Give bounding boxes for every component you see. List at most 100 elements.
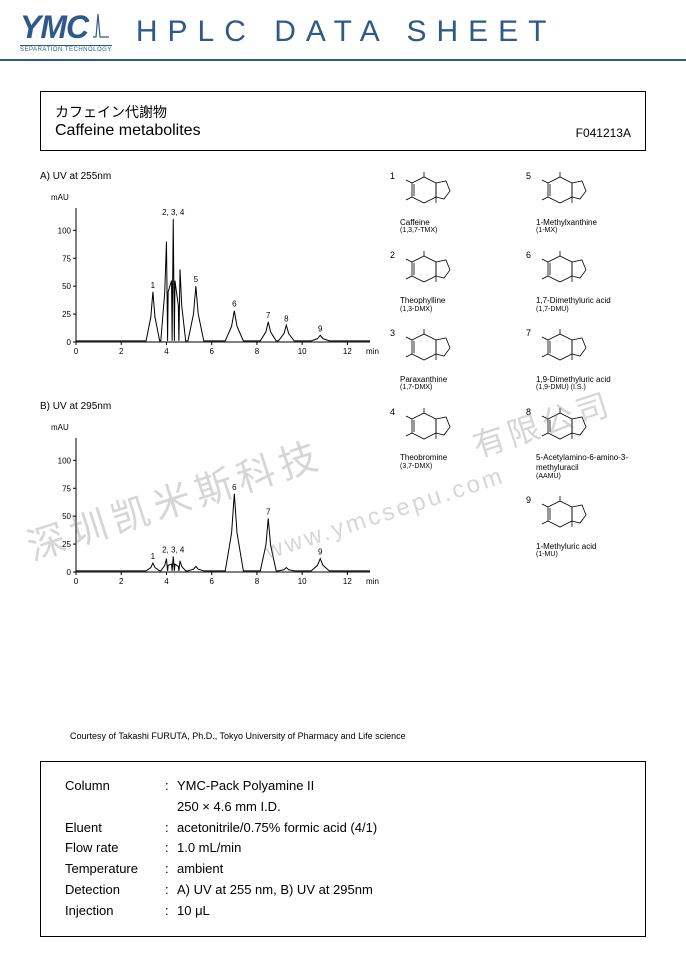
svg-text:10: 10 (298, 577, 307, 586)
condition-value: A) UV at 255 nm, B) UV at 295nm (177, 880, 621, 901)
compound-number: 9 (526, 495, 531, 506)
compound-number: 1 (390, 171, 395, 182)
condition-label: Detection (65, 880, 165, 901)
svg-text:4: 4 (164, 347, 169, 356)
compound-1: 1 Caffeine (1,3,7-TMX) (400, 171, 524, 236)
svg-text:8: 8 (284, 314, 289, 323)
compound-sub: (1,7-DMX) (400, 384, 524, 392)
condition-colon: : (165, 901, 177, 922)
svg-text:0: 0 (74, 347, 79, 356)
compound-number: 5 (526, 171, 531, 182)
svg-text:min: min (366, 577, 379, 586)
svg-text:2, 3, 4: 2, 3, 4 (162, 208, 185, 217)
compound-2: 2 Theophylline (1,3-DMX) (400, 250, 524, 315)
svg-text:6: 6 (232, 300, 237, 309)
compound-sub: (1,7-DMU) (536, 306, 660, 314)
svg-text:9: 9 (318, 324, 323, 333)
svg-text:6: 6 (209, 347, 214, 356)
condition-row: Detection : A) UV at 255 nm, B) UV at 29… (65, 880, 621, 901)
chart-b-label: B) UV at 295nm (40, 401, 380, 412)
condition-colon (165, 797, 177, 818)
compound-name: 1,9-Dimethyluric acid (536, 375, 660, 385)
svg-text:8: 8 (255, 347, 260, 356)
condition-colon: : (165, 776, 177, 797)
svg-text:mAU: mAU (51, 423, 69, 432)
svg-text:5: 5 (194, 275, 199, 284)
compound-6: 6 1,7-Dimethyluric acid (1,7-DMU) (536, 250, 660, 315)
svg-text:75: 75 (62, 484, 71, 493)
svg-text:12: 12 (343, 577, 352, 586)
svg-text:6: 6 (209, 577, 214, 586)
svg-text:2: 2 (119, 347, 124, 356)
condition-colon: : (165, 838, 177, 859)
svg-text:25: 25 (62, 310, 71, 319)
header: YMC SEPARATION TECHNOLOGY HPLC DATA SHEE… (0, 0, 686, 61)
condition-value: 250 × 4.6 mm I.D. (177, 797, 621, 818)
condition-row: Eluent : acetonitrile/0.75% formic acid … (65, 818, 621, 839)
compound-name: Theobromine (400, 453, 524, 463)
svg-text:1: 1 (151, 281, 156, 290)
compound-number: 8 (526, 407, 531, 418)
compound-name: 5-Acetylamino-6-amino-3-methyluracil (536, 453, 660, 472)
condition-value: 1.0 mL/min (177, 838, 621, 859)
compound-number: 3 (390, 328, 395, 339)
compound-sub: (1-MX) (536, 227, 660, 235)
condition-value: 10 μL (177, 901, 621, 922)
svg-text:4: 4 (164, 577, 169, 586)
svg-text:0: 0 (67, 568, 72, 577)
svg-text:10: 10 (298, 347, 307, 356)
svg-text:7: 7 (266, 507, 271, 516)
compound-4: 4 Theobromine (3,7-DMX) (400, 407, 524, 481)
condition-label: Eluent (65, 818, 165, 839)
svg-text:100: 100 (58, 456, 72, 465)
structure-icon (536, 407, 660, 454)
structure-icon (536, 328, 660, 375)
compound-sub: (1,3-DMX) (400, 306, 524, 314)
compound-name: 1-Methyluric acid (536, 542, 660, 552)
compound-sub: (1,9-DMU) (I.S.) (536, 384, 660, 392)
content: A) UV at 255nm 0255075100mAU024681012min… (40, 171, 646, 731)
condition-row: 250 × 4.6 mm I.D. (65, 797, 621, 818)
svg-text:mAU: mAU (51, 193, 69, 202)
logo: YMC (20, 10, 110, 43)
compound-7: 7 1,9-Dimethyluric acid (1,9-DMU) (I.S.) (536, 328, 660, 393)
svg-text:1: 1 (151, 552, 156, 561)
condition-value: ambient (177, 859, 621, 880)
title-english: Caffeine metabolites (55, 122, 201, 140)
condition-row: Temperature : ambient (65, 859, 621, 880)
logo-subtitle: SEPARATION TECHNOLOGY (20, 45, 112, 53)
condition-label: Column (65, 776, 165, 797)
condition-label (65, 797, 165, 818)
condition-value: YMC-Pack Polyamine II (177, 776, 621, 797)
compound-3: 3 Paraxanthine (1,7-DMX) (400, 328, 524, 393)
compound-name: 1-Methylxanthine (536, 218, 660, 228)
svg-text:8: 8 (255, 577, 260, 586)
compound-sub: (3,7-DMX) (400, 463, 524, 471)
compound-name: Theophylline (400, 296, 524, 306)
svg-text:25: 25 (62, 540, 71, 549)
structure-icon (400, 328, 524, 375)
condition-label: Temperature (65, 859, 165, 880)
logo-peak-icon (92, 10, 110, 43)
compound-sub: (1,3,7-TMX) (400, 227, 524, 235)
condition-value: acetonitrile/0.75% formic acid (4/1) (177, 818, 621, 839)
svg-text:0: 0 (74, 577, 79, 586)
condition-colon: : (165, 880, 177, 901)
logo-area: YMC SEPARATION TECHNOLOGY (20, 10, 112, 53)
condition-colon: : (165, 818, 177, 839)
chart-b: B) UV at 295nm 0255075100mAU024681012min… (40, 401, 380, 601)
svg-text:2: 2 (119, 577, 124, 586)
compound-9: 9 1-Methyluric acid (1-MU) (536, 495, 660, 560)
structure-icon (536, 250, 660, 297)
svg-text:50: 50 (62, 282, 71, 291)
condition-label: Flow rate (65, 838, 165, 859)
structure-icon (536, 495, 660, 542)
structure-icon (400, 250, 524, 297)
chart-a: A) UV at 255nm 0255075100mAU024681012min… (40, 171, 380, 371)
compound-8: 8 5-Acetylamino-6-amino-3-methyluracil (… (536, 407, 660, 481)
svg-text:6: 6 (232, 483, 237, 492)
compound-sub: (1-MU) (536, 551, 660, 559)
title-japanese: カフェイン代謝物 (55, 102, 201, 122)
structure-icon (400, 171, 524, 218)
conditions-box: Column : YMC-Pack Polyamine II 250 × 4.6… (40, 761, 646, 937)
